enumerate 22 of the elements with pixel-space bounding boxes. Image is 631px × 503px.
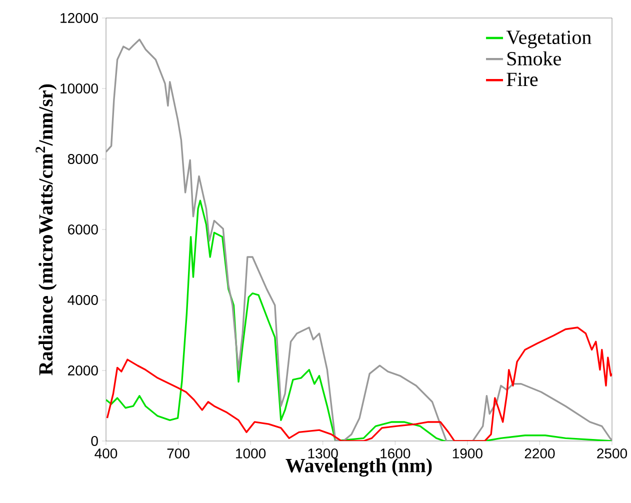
x-tick-label: 1300 — [308, 448, 338, 458]
x-tick-label: 2200 — [524, 448, 555, 458]
y-tick-label: 8000 — [68, 154, 98, 164]
x-tick-label: 1900 — [452, 448, 482, 458]
x-tick-label: 400 — [94, 448, 118, 458]
y-tick-label: 12000 — [60, 13, 98, 23]
line-series — [106, 200, 612, 441]
line-series — [106, 326, 612, 441]
x-tick-label: 700 — [167, 448, 190, 458]
legend-label: Vegetation — [506, 30, 592, 48]
y-tick-label: 0 — [91, 436, 98, 446]
x-tick-label: 1600 — [380, 448, 410, 458]
legend-label: Fire — [506, 72, 538, 86]
y-tick-label: 6000 — [68, 224, 98, 234]
legend-label: Smoke — [507, 51, 561, 66]
y-axis-title: Radiance (microWatts/cm$^{2}$/nm/sr) — [36, 84, 57, 376]
x-tick-label: 2500 — [597, 448, 628, 458]
y-tick-label: 2000 — [68, 366, 98, 376]
y-tick-label: 4000 — [68, 295, 98, 305]
y-tick-label: 10000 — [60, 84, 98, 94]
x-tick-label: 1000 — [236, 448, 266, 458]
x-axis-title: Wavelength (nm) — [286, 458, 432, 477]
